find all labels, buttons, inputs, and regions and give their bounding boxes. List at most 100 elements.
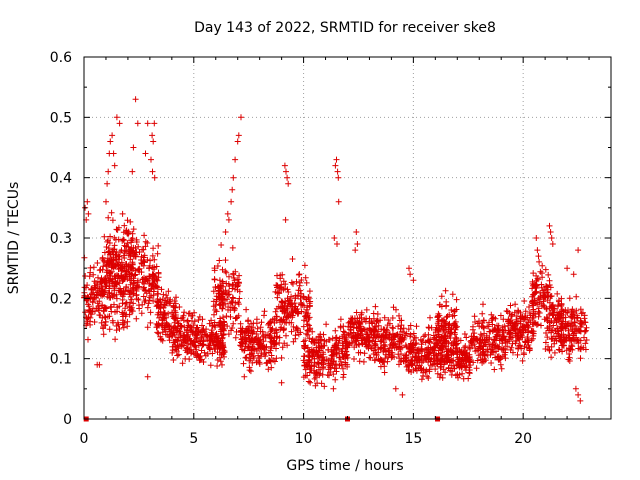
data-point bbox=[195, 329, 202, 336]
data-point bbox=[278, 283, 285, 290]
data-point bbox=[489, 341, 496, 348]
data-point bbox=[145, 300, 152, 307]
data-point bbox=[120, 229, 127, 236]
data-point bbox=[440, 366, 447, 373]
data-point bbox=[169, 330, 175, 337]
data-point bbox=[347, 319, 354, 326]
data-point bbox=[309, 353, 316, 360]
data-point bbox=[162, 322, 169, 329]
data-point bbox=[257, 328, 264, 335]
data-point bbox=[130, 300, 137, 307]
data-point bbox=[303, 312, 310, 319]
data-point bbox=[300, 323, 307, 330]
data-point bbox=[435, 318, 442, 325]
data-point bbox=[234, 283, 241, 290]
data-point bbox=[154, 329, 161, 336]
data-point bbox=[299, 302, 306, 308]
data-point bbox=[471, 313, 478, 320]
data-point bbox=[182, 355, 189, 362]
data-point bbox=[375, 349, 382, 356]
data-point bbox=[102, 283, 109, 290]
data-point bbox=[153, 263, 160, 270]
data-point bbox=[123, 243, 130, 250]
data-point bbox=[217, 358, 224, 365]
data-point bbox=[307, 325, 314, 332]
data-point bbox=[226, 288, 232, 295]
data-point bbox=[84, 282, 91, 289]
data-point bbox=[144, 240, 151, 246]
data-point bbox=[457, 337, 464, 344]
data-point bbox=[106, 326, 113, 333]
data-point bbox=[170, 357, 177, 363]
data-point bbox=[488, 360, 495, 366]
data-point bbox=[300, 374, 307, 381]
data-point bbox=[273, 282, 280, 289]
data-point bbox=[413, 340, 420, 346]
data-point bbox=[180, 317, 187, 324]
data-point bbox=[211, 311, 217, 318]
data-point bbox=[174, 317, 181, 324]
data-point bbox=[171, 324, 177, 331]
data-point bbox=[301, 317, 307, 324]
data-point bbox=[306, 288, 313, 295]
data-point bbox=[493, 331, 500, 338]
data-point bbox=[131, 272, 138, 279]
data-point bbox=[330, 385, 337, 392]
data-point bbox=[303, 279, 310, 286]
data-point bbox=[277, 275, 284, 282]
data-point bbox=[156, 314, 163, 321]
data-point bbox=[266, 357, 273, 364]
data-point bbox=[409, 361, 416, 368]
data-point bbox=[435, 325, 442, 332]
data-point bbox=[497, 312, 504, 319]
data-point bbox=[342, 336, 349, 343]
data-point bbox=[199, 316, 206, 323]
data-point bbox=[219, 266, 226, 273]
data-point bbox=[154, 302, 161, 309]
data-point bbox=[124, 240, 131, 247]
data-point bbox=[354, 318, 361, 325]
data-point bbox=[285, 289, 292, 295]
data-point bbox=[135, 266, 142, 273]
y-tick-label: 0.3 bbox=[50, 231, 72, 247]
data-point bbox=[436, 301, 443, 308]
data-point bbox=[111, 301, 117, 308]
data-point bbox=[171, 339, 178, 346]
data-point bbox=[100, 289, 107, 295]
data-point bbox=[418, 367, 425, 374]
data-point bbox=[210, 303, 217, 310]
data-point bbox=[122, 305, 129, 312]
data-point bbox=[440, 326, 447, 333]
data-point bbox=[408, 348, 415, 355]
data-point bbox=[393, 306, 399, 313]
data-point bbox=[372, 344, 379, 351]
data-point bbox=[229, 299, 236, 306]
x-tick-label: 5 bbox=[189, 431, 198, 447]
data-point bbox=[476, 323, 483, 330]
data-point bbox=[275, 289, 282, 296]
data-point bbox=[500, 316, 507, 323]
data-point bbox=[210, 288, 217, 295]
data-point bbox=[461, 344, 468, 351]
data-point bbox=[109, 217, 116, 224]
data-point bbox=[208, 334, 215, 341]
data-point bbox=[432, 366, 439, 373]
x-tick-label: 15 bbox=[404, 431, 422, 447]
data-point bbox=[223, 313, 230, 320]
data-point bbox=[96, 298, 103, 305]
data-point bbox=[124, 318, 131, 325]
data-point bbox=[90, 271, 97, 278]
data-point bbox=[363, 343, 370, 350]
data-point bbox=[295, 310, 302, 317]
data-point bbox=[439, 374, 446, 381]
data-point bbox=[211, 276, 218, 283]
data-point bbox=[451, 308, 458, 314]
data-point bbox=[241, 330, 248, 337]
data-point bbox=[173, 294, 179, 301]
data-point bbox=[286, 297, 292, 304]
data-point bbox=[104, 313, 111, 320]
data-point bbox=[170, 325, 177, 332]
data-point bbox=[102, 318, 109, 325]
data-point bbox=[294, 306, 301, 312]
data-point bbox=[316, 364, 322, 371]
